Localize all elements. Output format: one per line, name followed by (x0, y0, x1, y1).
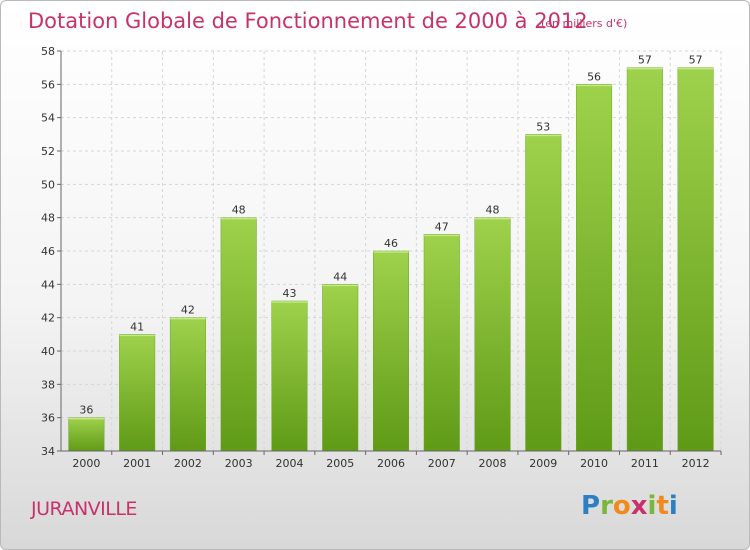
bar (169, 317, 206, 452)
data-label: 36 (79, 404, 93, 417)
bar (626, 67, 663, 452)
y-tick-label: 44 (41, 278, 55, 291)
data-label: 47 (435, 220, 449, 233)
bar (271, 300, 308, 452)
logo-letter: P (581, 491, 601, 521)
data-label: 57 (689, 54, 703, 67)
logo-letter: t (656, 491, 669, 521)
chart-subtitle: (en milliers d'€) (541, 17, 628, 30)
bar (423, 234, 460, 452)
x-tick-label: 2006 (377, 457, 405, 470)
bar (525, 134, 562, 452)
data-label: 48 (232, 204, 246, 217)
data-label: 42 (181, 304, 195, 317)
y-tick-label: 38 (41, 378, 55, 391)
x-tick-label: 2002 (174, 457, 202, 470)
y-tick-label: 36 (41, 412, 55, 425)
x-tick-label: 2010 (580, 457, 608, 470)
bar (576, 84, 613, 452)
logo-letter: i (647, 491, 657, 521)
data-label: 41 (130, 320, 144, 333)
x-tick-label: 2004 (275, 457, 303, 470)
y-tick-label: 58 (41, 45, 55, 58)
y-tick-label: 56 (41, 78, 55, 91)
x-tick-label: 2003 (225, 457, 253, 470)
y-tick-label: 54 (41, 112, 55, 125)
logo-letter: i (668, 491, 678, 521)
bar (372, 250, 410, 452)
x-tick-label: 2011 (631, 457, 659, 470)
bar (677, 67, 714, 452)
bar (474, 217, 511, 452)
data-label: 46 (384, 237, 398, 250)
data-label: 53 (536, 120, 550, 133)
proxiti-logo: Proxiti (581, 491, 691, 525)
x-tick-label: 2000 (72, 457, 100, 470)
x-tick-label: 2009 (529, 457, 557, 470)
y-tick-label: 48 (41, 212, 55, 225)
data-label: 43 (282, 287, 296, 300)
bars: 36 41 42 48 43 44 46 47 48 53 56 57 57 (68, 54, 714, 452)
y-tick-label: 46 (41, 245, 55, 258)
y-tick-label: 40 (41, 345, 55, 358)
logo-letter: r (600, 491, 613, 521)
x-tick-label: 2007 (428, 457, 456, 470)
chart-title: Dotation Globale de Fonctionnement de 20… (28, 9, 588, 33)
bar (220, 217, 257, 452)
data-label: 48 (486, 204, 500, 217)
data-label: 44 (333, 270, 347, 283)
x-tick-label: 2001 (123, 457, 151, 470)
bar (119, 334, 156, 452)
logo-letter: o (612, 491, 631, 521)
axes: 34 36 38 40 42 44 46 48 50 52 54 56 58 2000 2001 2002 20… (41, 45, 722, 470)
data-label: 57 (638, 54, 652, 67)
x-tick-label: 2008 (479, 457, 507, 470)
y-tick-label: 34 (41, 445, 55, 458)
bar (322, 284, 359, 452)
y-tick-label: 50 (41, 178, 55, 191)
data-label: 56 (587, 70, 601, 83)
y-tick-label: 52 (41, 145, 55, 158)
x-tick-label: 2012 (682, 457, 710, 470)
y-tick-label: 42 (41, 312, 55, 325)
x-tick-label: 2005 (326, 457, 354, 470)
bar (68, 417, 105, 452)
logo-letter: x (630, 491, 648, 521)
commune-name: JURANVILLE (31, 498, 137, 520)
